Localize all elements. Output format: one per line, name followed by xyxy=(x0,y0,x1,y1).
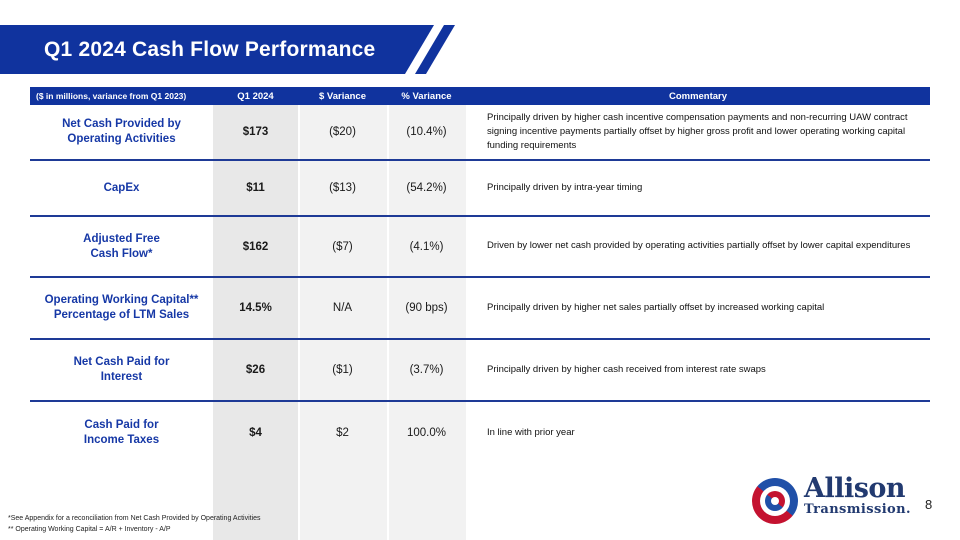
pct-variance-value: (4.1%) xyxy=(409,240,444,253)
table-row: Operating Working Capital** Percentage o… xyxy=(30,278,930,340)
header-col-q1-2024: Q1 2024 xyxy=(237,90,274,102)
pct-variance-value: (90 bps) xyxy=(405,302,448,314)
pct-variance-value: (3.7%) xyxy=(409,364,444,376)
allison-emblem-icon xyxy=(752,478,798,524)
pct-variance-value: 100.0% xyxy=(406,427,446,439)
title-banner: Q1 2024 Cash Flow Performance xyxy=(0,25,460,74)
q1-2024-value: $26 xyxy=(245,364,266,376)
column-strip-dollar-variance xyxy=(300,105,387,540)
dollar-variance-value: ($13) xyxy=(329,182,356,194)
commentary-text: Principally driven by higher cash receiv… xyxy=(487,363,766,375)
pct-variance-value: (54.2%) xyxy=(406,182,447,194)
commentary-text: Principally driven by intra-year timing xyxy=(487,181,643,193)
header-col-dollar-variance: $ Variance xyxy=(318,90,366,102)
logo-transmission-text: Transmission. xyxy=(804,501,911,517)
dollar-variance-value: N/A xyxy=(332,302,353,314)
dollar-variance-value: ($20) xyxy=(329,126,356,138)
q1-2024-value: $4 xyxy=(249,427,262,439)
column-strip-pct-variance xyxy=(389,105,466,540)
row-label: Adjusted Free Cash Flow* xyxy=(83,232,160,260)
row-label: Cash Paid for Income Taxes xyxy=(83,419,160,446)
commentary-text: Principally driven by higher cash incent… xyxy=(487,111,908,152)
q1-2024-value: 14.5% xyxy=(239,302,272,314)
emblem-center-dot xyxy=(771,497,779,505)
table-header-row: ($ in millions, variance from Q1 2023) Q… xyxy=(30,87,930,105)
footnotes: *See Appendix for a reconciliation from … xyxy=(8,513,261,535)
commentary-text: Driven by lower net cash provided by ope… xyxy=(487,240,911,252)
page-number: 8 xyxy=(925,497,933,512)
q1-2024-value: $173 xyxy=(242,126,269,138)
column-strip-q1-2024 xyxy=(213,105,298,540)
header-col-commentary: Commentary xyxy=(668,90,728,102)
row-label: CapEx xyxy=(103,181,140,194)
footnote: ** Operating Working Capital = A/R + Inv… xyxy=(8,526,171,534)
footnote: *See Appendix for a reconciliation from … xyxy=(8,515,261,522)
dollar-variance-value: $2 xyxy=(336,427,349,439)
table-row: Adjusted Free Cash Flow* $162 ($7) (4.1%… xyxy=(30,217,930,278)
logo-wordmark: Allison Transmission. xyxy=(804,473,911,517)
cash-flow-table: ($ in millions, variance from Q1 2023) Q… xyxy=(30,87,930,464)
table-row: Cash Paid for Income Taxes $4 $2 100.0% … xyxy=(30,402,930,464)
commentary-text: Principally driven by higher net sales p… xyxy=(487,301,825,313)
title-banner-shape xyxy=(0,25,434,74)
commentary-text: In line with prior year xyxy=(487,426,575,438)
dollar-variance-value: ($1) xyxy=(332,364,353,376)
header-units-label: ($ in millions, variance from Q1 2023) xyxy=(36,91,187,101)
page-title: Q1 2024 Cash Flow Performance xyxy=(44,37,376,61)
header-col-pct-variance: % Variance xyxy=(401,90,452,102)
q1-2024-value: $11 xyxy=(246,182,265,194)
pct-variance-value: (10.4%) xyxy=(406,126,447,138)
table-row: CapEx $11 ($13) (54.2%) Principally driv… xyxy=(30,161,930,217)
dollar-variance-value: ($7) xyxy=(332,240,353,253)
row-label: Operating Working Capital** Percentage o… xyxy=(44,294,199,321)
row-label: Net Cash Paid for Interest xyxy=(73,356,170,383)
table-row: Net Cash Provided by Operating Activitie… xyxy=(30,105,930,161)
table-row: Net Cash Paid for Interest $26 ($1) (3.7… xyxy=(30,340,930,402)
q1-2024-value: $162 xyxy=(242,240,269,253)
logo-allison-text: Allison xyxy=(804,473,906,504)
row-label: Net Cash Provided by Operating Activitie… xyxy=(62,118,181,145)
allison-transmission-logo: Allison Transmission. xyxy=(752,473,911,524)
